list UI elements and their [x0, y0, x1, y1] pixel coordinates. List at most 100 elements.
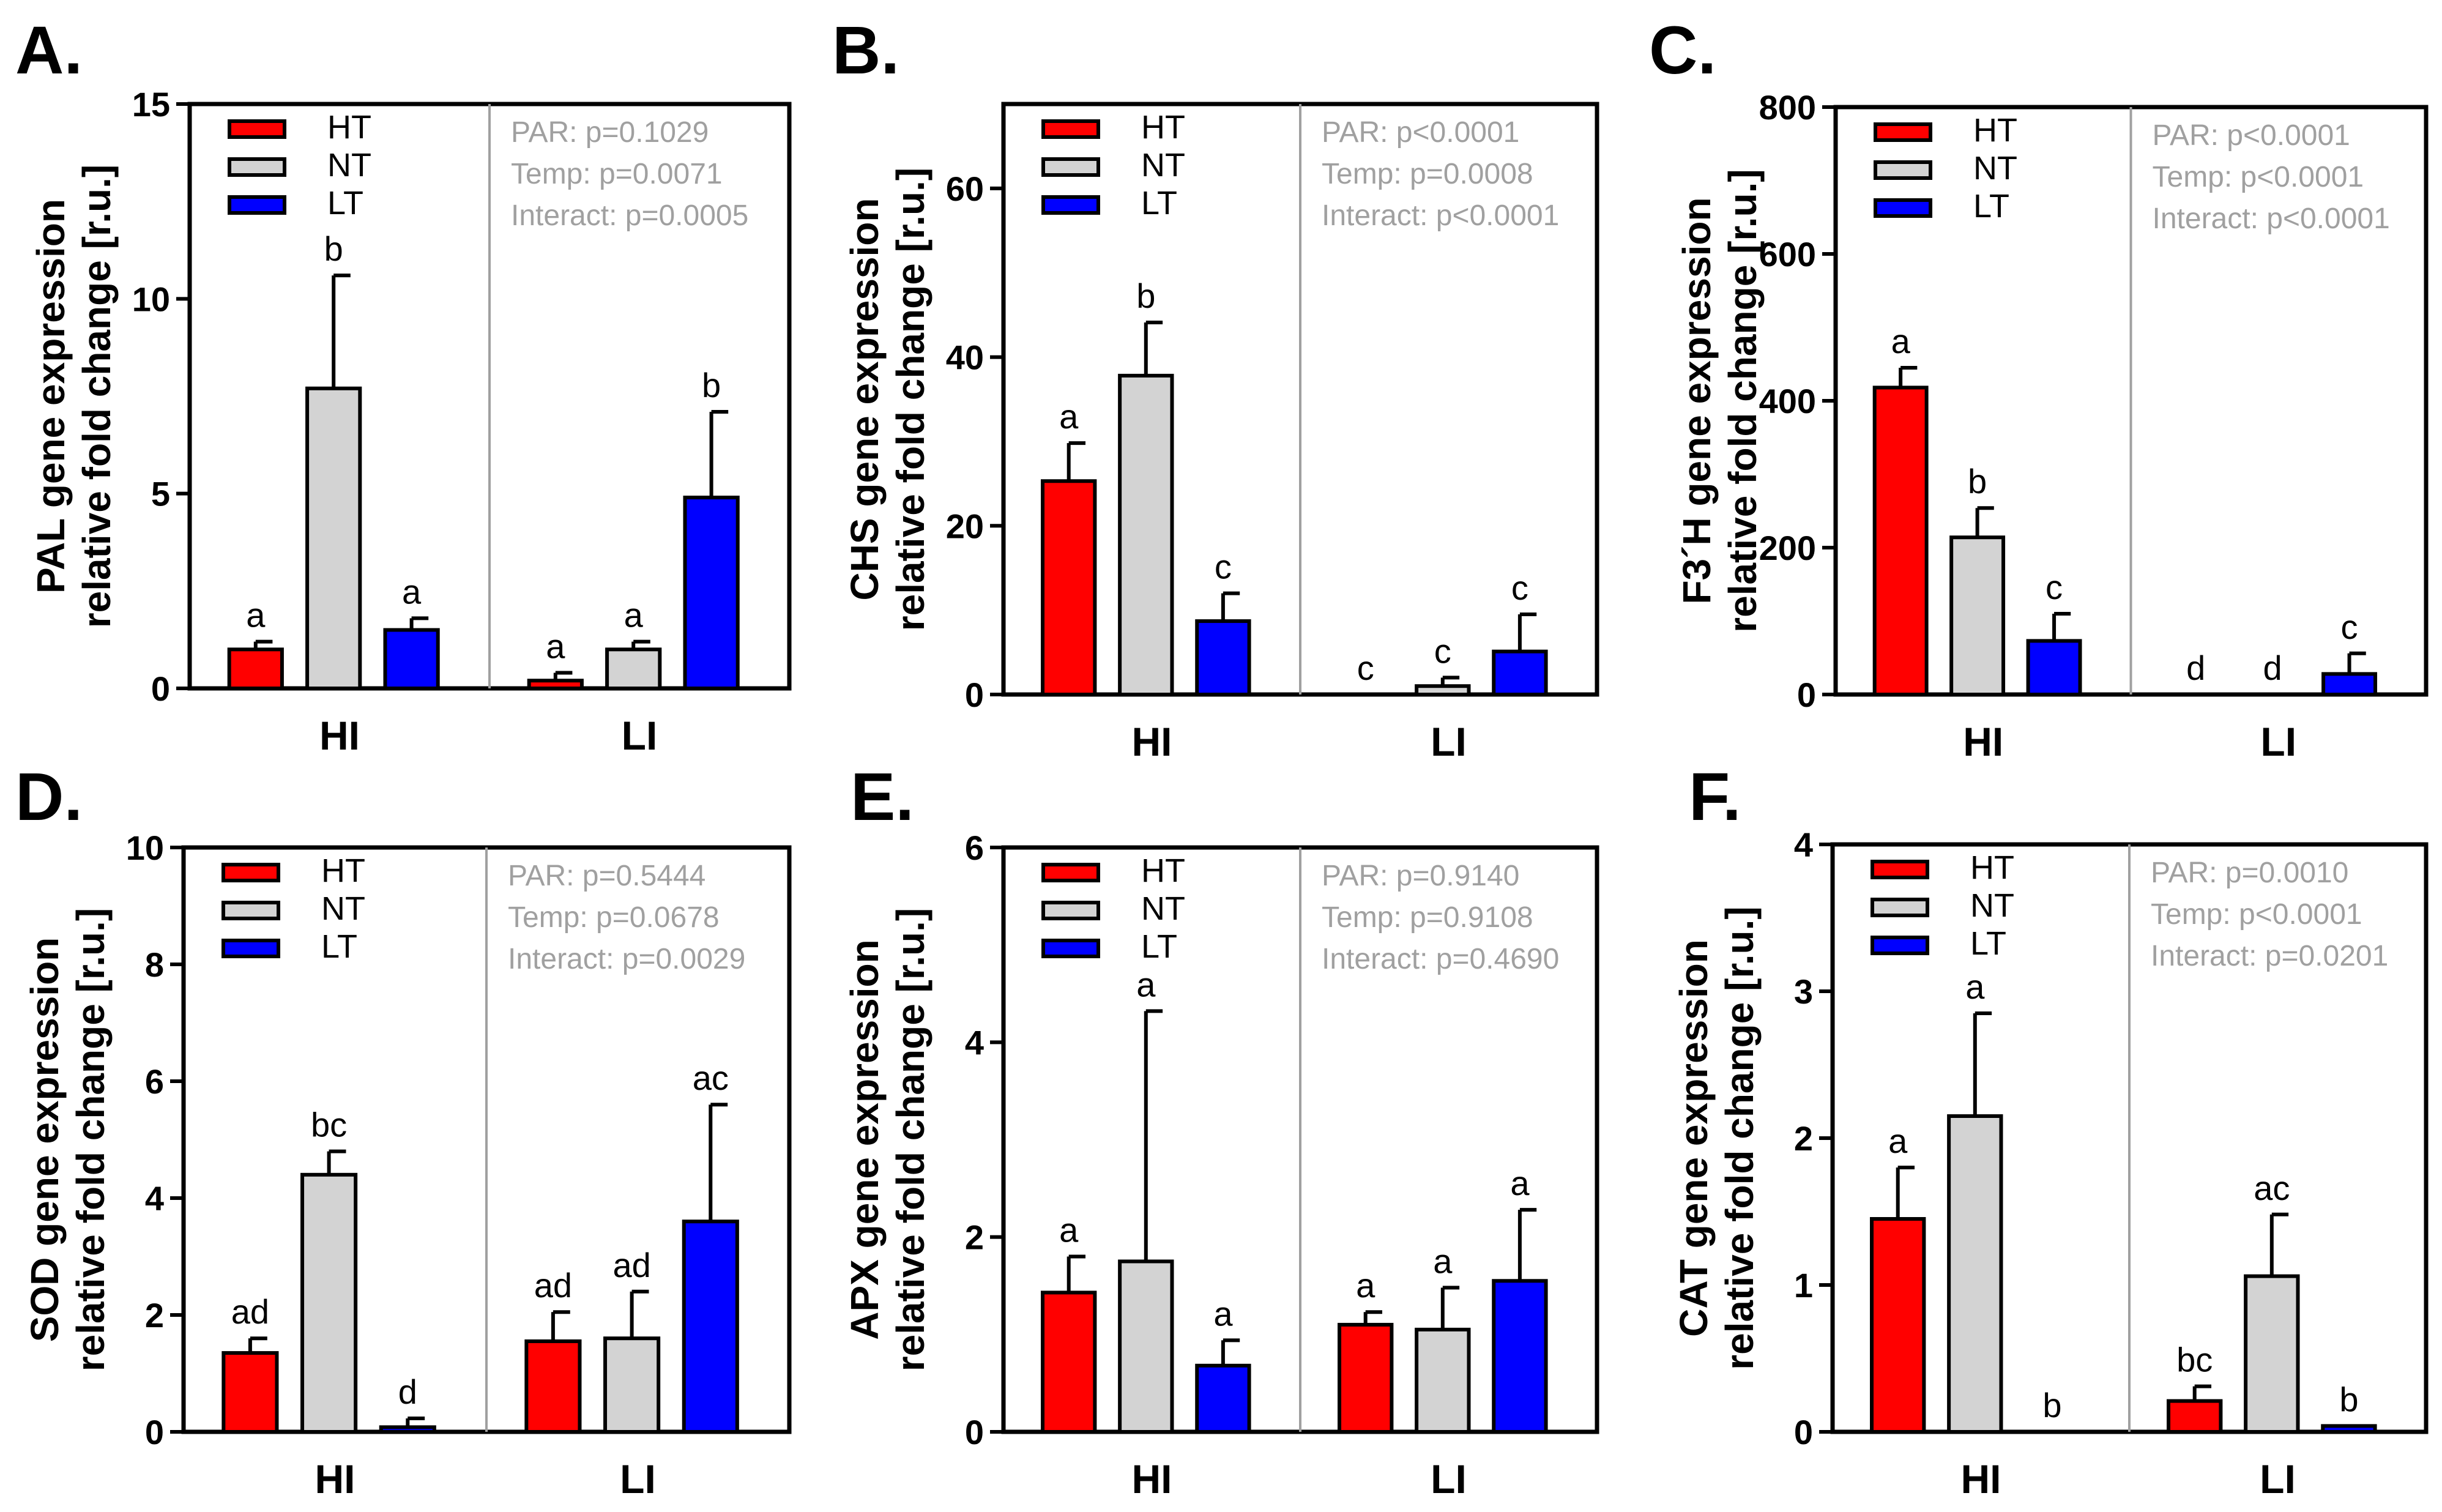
x-category-label: HI — [1963, 719, 2003, 764]
bar-LT-LI — [683, 496, 740, 690]
bar-NT-LI — [603, 1336, 661, 1434]
x-category-label: HI — [1132, 719, 1172, 764]
y-tick-label: 2 — [145, 1296, 164, 1335]
significance-label: b — [2042, 1386, 2061, 1424]
legend-label: LT — [1141, 185, 1177, 222]
legend-label: LT — [321, 928, 357, 965]
bar-HT-HI — [1872, 385, 1929, 697]
bar-HT-HI — [227, 647, 284, 691]
y-tick-label: 3 — [1794, 972, 1813, 1011]
y-axis-label: APX gene expression — [843, 939, 887, 1339]
bar-HT-HI — [1041, 1290, 1097, 1434]
legend-label: HT — [1141, 852, 1185, 889]
bar-NT-LI — [605, 647, 662, 691]
legend-label: LT — [327, 185, 363, 222]
y-tick-label: 0 — [1797, 676, 1816, 714]
significance-label: a — [624, 596, 644, 635]
x-category-label: LI — [1431, 1456, 1467, 1502]
legend-label: NT — [1141, 890, 1185, 927]
chart-panel-3: C. 0 200 400 600 800 F3´H gene expression relat… — [1649, 13, 2429, 764]
significance-label: c — [1434, 631, 1451, 670]
y-axis-label: CHS gene expression — [843, 198, 887, 601]
panel-letter: F. — [1689, 759, 1741, 835]
bar-HT-HI — [221, 1351, 279, 1434]
y-axis-label: F3´H gene expression — [1675, 197, 1719, 604]
y-tick-label: 400 — [1759, 382, 1816, 420]
bar-LT-LI — [2321, 672, 2378, 697]
legend-swatch-LT — [221, 939, 280, 958]
y-tick-label: 2 — [1794, 1119, 1813, 1158]
y-tick-label: 10 — [132, 280, 170, 318]
legend-label: LT — [1970, 925, 2006, 962]
legend-swatch-HT — [221, 863, 280, 882]
bar-NT-LI — [1415, 684, 1471, 696]
legend-swatch-NT — [1874, 160, 1932, 180]
legend-label: HT — [1141, 109, 1185, 146]
y-axis-label: CAT gene expression — [1672, 939, 1716, 1337]
legend-swatch-HT — [228, 119, 286, 139]
x-category-label: LI — [622, 713, 658, 758]
y-tick-label: 0 — [1794, 1413, 1813, 1451]
significance-label: c — [1511, 568, 1528, 607]
legend-label: HT — [327, 109, 371, 146]
stats-text: PAR: p<0.0001 — [2153, 119, 2350, 152]
stats-text: Interact: p=0.4690 — [1322, 943, 1559, 975]
bar-HT-LI — [1338, 1322, 1394, 1434]
significance-label: d — [2263, 649, 2282, 687]
stats-text: Interact: p=0.0005 — [511, 199, 748, 232]
y-tick-label: 4 — [1794, 825, 1813, 864]
panel-letter: D. — [15, 759, 83, 835]
chart-panel-5: E. 0 2 4 6 APX gene expression relative fold c… — [843, 759, 1599, 1502]
bar-LT-LI — [1492, 649, 1548, 697]
bar-HT-HI — [1870, 1217, 1926, 1434]
y-tick-label: 2 — [965, 1218, 984, 1257]
legend-swatch-LT — [228, 195, 286, 215]
legend-label: LT — [1973, 188, 2009, 225]
y-tick-label: 6 — [965, 829, 984, 867]
legend-swatch-HT — [1041, 119, 1100, 139]
panel-letter: B. — [832, 13, 899, 88]
bar-NT-HI — [305, 386, 362, 690]
x-category-label: LI — [2260, 719, 2296, 764]
y-axis-label: relative fold change [r.u.] — [69, 908, 113, 1372]
bar-NT-HI — [300, 1172, 358, 1434]
y-tick-label: 40 — [946, 338, 984, 377]
legend-swatch-LT — [1871, 936, 1929, 955]
significance-label: ad — [231, 1292, 269, 1331]
significance-label: b — [1968, 462, 1987, 501]
chart-panel-1: A. 0 5 10 15 PAL gene expression relative fold… — [15, 13, 792, 758]
significance-label: a — [1888, 1122, 1908, 1160]
legend-swatch-HT — [1871, 860, 1929, 879]
y-tick-label: 10 — [126, 829, 164, 867]
bar-LT-HI — [1195, 1363, 1251, 1434]
bar-NT-LI — [1415, 1327, 1471, 1434]
legend-label: NT — [1973, 150, 2017, 187]
y-tick-label: 600 — [1759, 235, 1816, 274]
x-category-label: LI — [2260, 1456, 2296, 1502]
legend-label: NT — [327, 147, 371, 184]
significance-label: a — [1213, 1294, 1233, 1333]
significance-label: d — [398, 1372, 417, 1411]
y-axis-label: relative fold change [r.u.] — [1718, 906, 1762, 1370]
stats-text: Interact: p<0.0001 — [2153, 203, 2390, 235]
significance-label: a — [546, 627, 565, 666]
y-tick-label: 1 — [1794, 1266, 1813, 1305]
panel-letter: E. — [851, 759, 914, 835]
legend-swatch-NT — [1041, 157, 1100, 177]
significance-label: a — [1891, 322, 1911, 360]
y-axis-label: relative fold change [r.u.] — [888, 908, 933, 1372]
bar-LT-LI — [2321, 1424, 2377, 1434]
bar-HT-LI — [524, 1339, 582, 1434]
stats-text: Temp: p<0.0001 — [2153, 161, 2364, 193]
legend-swatch-NT — [228, 157, 286, 177]
legend-swatch-NT — [1871, 898, 1929, 917]
significance-label: d — [2186, 649, 2205, 687]
y-tick-label: 0 — [965, 676, 984, 714]
y-tick-label: 6 — [145, 1062, 164, 1101]
stats-text: Temp: p=0.0071 — [511, 158, 723, 190]
significance-label: a — [246, 596, 266, 635]
bar-NT-HI — [1947, 1114, 2003, 1434]
significance-label: ad — [612, 1246, 650, 1284]
bar-LT-HI — [379, 1425, 436, 1434]
